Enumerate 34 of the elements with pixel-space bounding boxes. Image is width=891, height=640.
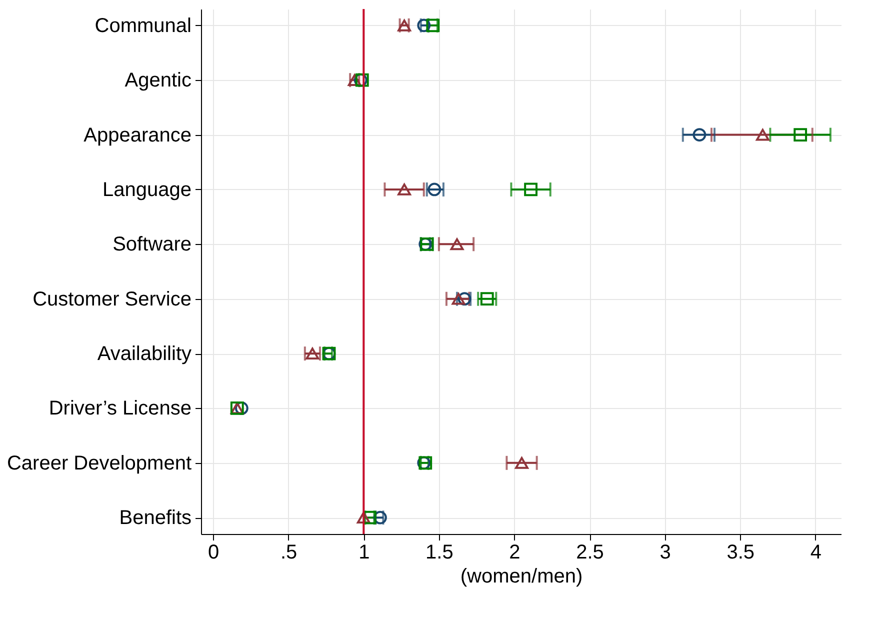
point (756, 128, 770, 141)
point (692, 128, 706, 142)
x-tick-label: 0 (208, 542, 220, 564)
y-tick-label: Career Development (6, 452, 192, 474)
x-tick-label: 2.5 (576, 542, 604, 564)
point (452, 292, 466, 305)
y-tick-label: Software (112, 234, 192, 256)
y-tick-label: Customer Service (32, 288, 192, 310)
point (524, 182, 538, 196)
point (374, 510, 387, 524)
y-tick-label: Appearance (84, 124, 192, 146)
point (234, 402, 248, 415)
point (398, 184, 411, 196)
y-tick-label: Availability (97, 343, 192, 366)
x-tick-label: 1.5 (426, 542, 454, 564)
x-axis-title: (women/men) (460, 566, 583, 588)
x-tick-label: 2 (509, 542, 520, 564)
y-tick-label: Agentic (124, 70, 192, 92)
x-tick-label: 3.5 (726, 542, 755, 564)
y-tick-label: Driver’s License (48, 398, 192, 420)
point (428, 182, 442, 196)
x-tick-label: 4 (810, 542, 822, 564)
x-tick-label: 3 (660, 542, 671, 564)
y-tick-label: Communal (94, 14, 192, 37)
point (450, 238, 464, 250)
x-tick-label: 1 (358, 542, 370, 564)
point (417, 18, 431, 32)
point (480, 292, 494, 306)
y-tick-label: Language (102, 178, 192, 201)
y-tick-label: Benefits (119, 507, 192, 530)
x-tick-label: .5 (280, 542, 298, 564)
point (794, 128, 808, 142)
point (515, 456, 528, 469)
point (356, 512, 370, 524)
